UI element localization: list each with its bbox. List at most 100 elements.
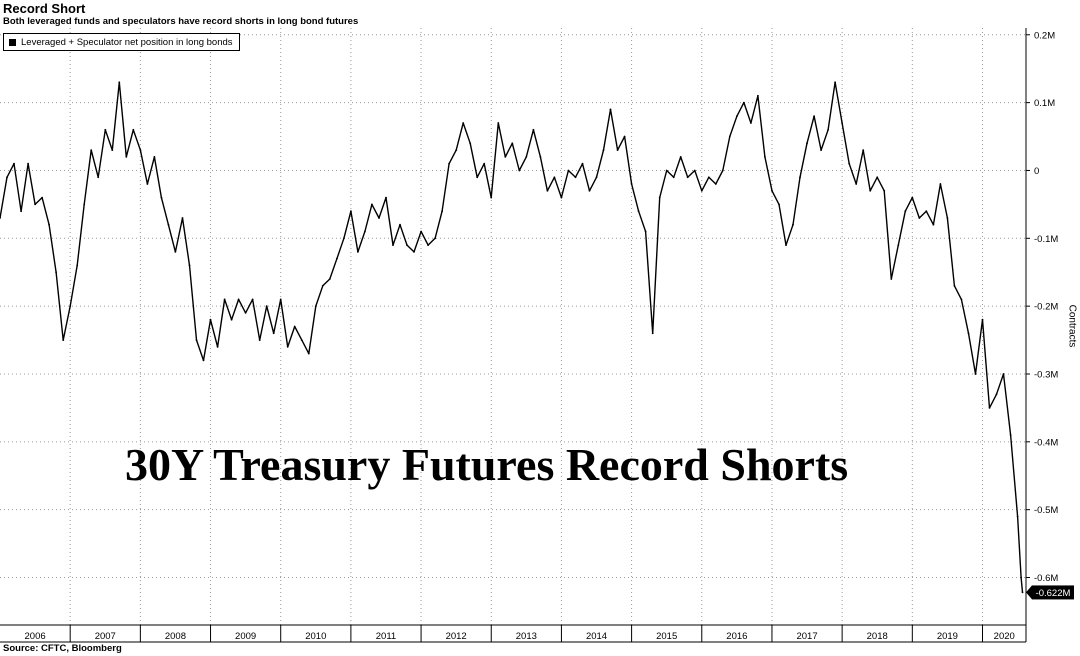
data-point xyxy=(981,318,984,321)
data-point xyxy=(679,156,682,158)
data-point xyxy=(686,176,689,179)
data-point xyxy=(946,217,949,219)
data-point xyxy=(967,332,970,335)
data-point xyxy=(258,339,261,341)
data-point xyxy=(371,203,373,206)
x-tick-label: 2018 xyxy=(867,631,888,642)
legend-label: Leveraged + Speculator net position in l… xyxy=(21,36,233,48)
y-tick-label: -0.4M xyxy=(1034,437,1058,448)
x-tick-label: 2014 xyxy=(586,631,607,642)
data-point xyxy=(420,230,422,233)
data-point xyxy=(41,196,43,199)
data-point xyxy=(616,149,619,152)
data-point xyxy=(841,122,843,124)
data-point xyxy=(490,196,493,199)
legend: Leveraged + Speculator net position in l… xyxy=(3,33,240,51)
data-point xyxy=(504,156,507,158)
data-point xyxy=(27,162,29,165)
x-tick-label: 2013 xyxy=(516,631,537,642)
data-point xyxy=(721,169,724,172)
y-tick-label: -0.3M xyxy=(1034,369,1058,380)
data-point xyxy=(230,318,233,321)
data-point xyxy=(995,393,998,396)
y-tick-label: 0 xyxy=(1034,166,1039,177)
data-point xyxy=(806,142,808,145)
x-tick-label: 2009 xyxy=(235,631,256,642)
data-point xyxy=(560,196,563,199)
data-point xyxy=(188,264,191,267)
data-point xyxy=(637,210,640,213)
data-point xyxy=(932,223,935,226)
data-point xyxy=(181,217,184,219)
data-point xyxy=(1016,515,1019,518)
data-point xyxy=(448,162,450,165)
data-point xyxy=(139,149,142,152)
data-point xyxy=(406,244,408,247)
data-point xyxy=(97,176,100,179)
last-value-pointer xyxy=(1026,585,1032,600)
data-point xyxy=(272,332,275,335)
data-point xyxy=(911,196,914,199)
data-point xyxy=(455,149,458,152)
x-tick-label: 2010 xyxy=(305,631,326,642)
data-point xyxy=(279,298,282,301)
data-point xyxy=(385,196,387,199)
data-point xyxy=(336,257,338,260)
y-tick-label: -0.5M xyxy=(1034,505,1058,516)
data-point xyxy=(69,305,72,307)
data-point xyxy=(132,128,135,131)
data-point xyxy=(350,210,352,213)
data-point xyxy=(714,183,717,185)
data-point xyxy=(918,217,921,219)
data-point xyxy=(609,108,612,111)
x-tick-label: 2006 xyxy=(25,631,46,642)
x-tick-label: 2008 xyxy=(165,631,186,642)
last-value-label: -0.622M xyxy=(1036,588,1071,599)
chart-subtitle: Both leveraged funds and speculators hav… xyxy=(3,16,359,27)
data-point xyxy=(799,176,801,179)
x-tick-label: 2015 xyxy=(656,631,677,642)
data-point xyxy=(792,223,794,226)
data-point xyxy=(630,183,633,185)
grid xyxy=(0,28,1026,625)
data-point xyxy=(743,101,745,104)
y-tick-label: 0.2M xyxy=(1034,30,1055,41)
chart-title: Record Short xyxy=(3,1,86,16)
plot-frame xyxy=(0,28,1027,643)
data-point xyxy=(813,115,815,118)
data-point xyxy=(434,237,436,240)
data-point xyxy=(469,142,472,145)
data-point xyxy=(771,189,773,192)
data-point xyxy=(307,352,310,355)
data-point xyxy=(125,156,128,158)
y-tick-label: 0.1M xyxy=(1034,98,1055,109)
data-point xyxy=(462,122,465,124)
x-tick-label: 2020 xyxy=(994,631,1015,642)
data-point xyxy=(237,298,240,301)
data-point xyxy=(321,284,324,287)
data-point xyxy=(6,176,8,179)
data-point xyxy=(876,176,879,179)
data-point xyxy=(736,115,738,118)
data-point xyxy=(525,156,528,158)
data-point xyxy=(890,278,893,280)
data-point xyxy=(672,176,675,179)
data-point xyxy=(476,176,479,179)
data-point xyxy=(497,122,500,124)
data-point xyxy=(848,162,851,165)
data-point xyxy=(427,244,429,247)
data-point xyxy=(153,156,156,158)
y-tick-label: -0.6M xyxy=(1034,573,1058,584)
data-point xyxy=(778,203,780,206)
data-point xyxy=(167,223,170,226)
y-tick-label: -0.1M xyxy=(1034,234,1058,245)
data-point xyxy=(518,169,521,172)
data-point xyxy=(764,156,766,158)
legend-swatch xyxy=(9,38,16,46)
data-point xyxy=(328,278,331,280)
x-tick-label: 2007 xyxy=(95,631,116,642)
data-point xyxy=(483,162,486,165)
data-point xyxy=(48,223,50,226)
data-point xyxy=(623,135,626,138)
